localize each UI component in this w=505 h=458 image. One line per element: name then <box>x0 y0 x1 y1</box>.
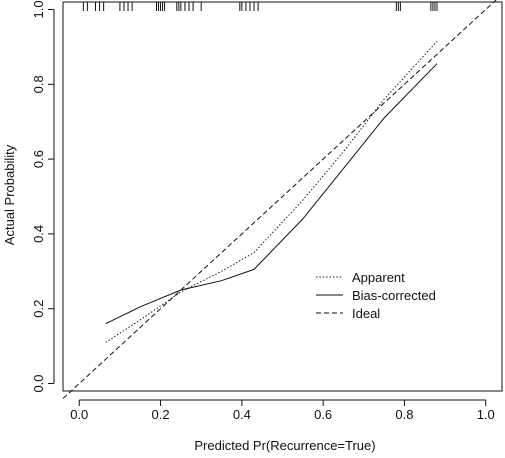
legend: Apparent Bias-corrected Ideal <box>316 270 436 321</box>
rug-marks <box>82 2 438 11</box>
legend-label-bias-corrected: Bias-corrected <box>352 288 436 303</box>
x-tick-label: 0.4 <box>233 407 251 422</box>
plot-frame <box>62 1 503 392</box>
y-axis-label: Actual Probability <box>2 144 17 245</box>
y-tick-label: 1.0 <box>31 0 46 18</box>
series-lines <box>62 0 497 399</box>
y-tick-label: 0.6 <box>31 150 46 168</box>
y-tick-label: 0.8 <box>31 75 46 93</box>
x-tick-label: 1.0 <box>477 407 495 422</box>
y-tick-label: 0.2 <box>31 300 46 318</box>
x-tick-label: 0.2 <box>152 407 170 422</box>
series-line-apparent <box>105 40 438 343</box>
legend-label-ideal: Ideal <box>352 306 380 321</box>
series-line-bias-corrected <box>105 63 438 325</box>
series-line-ideal <box>62 0 497 399</box>
y-tick-label: 0.0 <box>31 374 46 392</box>
x-tick-label: 0.8 <box>395 407 413 422</box>
axes: 0.0 0.2 0.4 0.6 0.8 1.0 0.0 0.2 0.4 0.6 0.8 1.0 <box>31 0 503 422</box>
x-axis-label: Predicted Pr(Recurrence=True) <box>194 438 375 453</box>
x-tick-label: 0.6 <box>314 407 332 422</box>
x-tick-label: 0.0 <box>70 407 88 422</box>
y-tick-label: 0.4 <box>31 225 46 243</box>
legend-label-apparent: Apparent <box>352 270 405 285</box>
